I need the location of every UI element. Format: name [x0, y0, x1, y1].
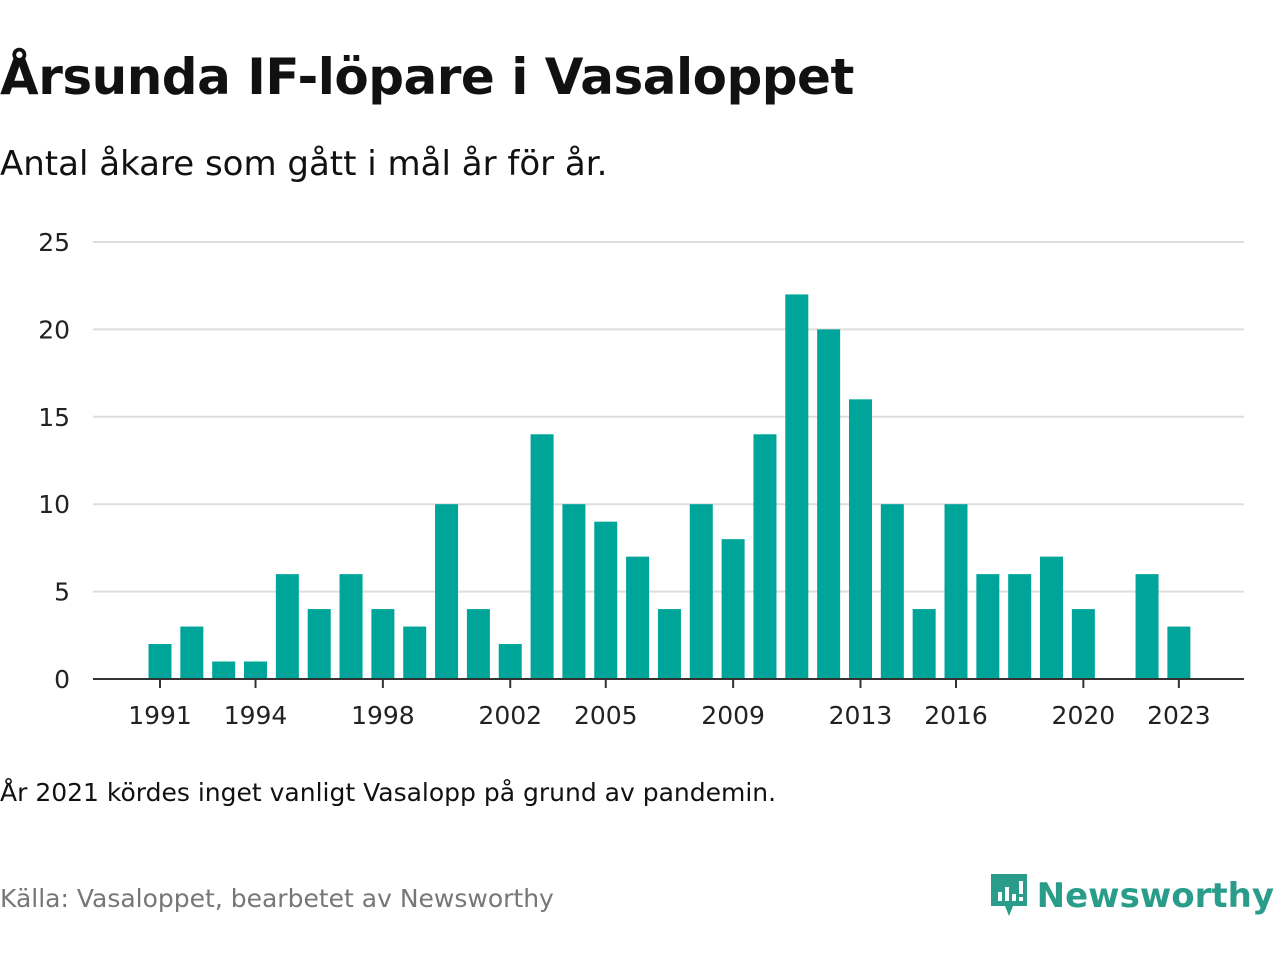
x-tick-label: 2013 — [829, 701, 893, 730]
bar-2020 — [1071, 609, 1095, 679]
bar-2007 — [657, 609, 681, 679]
bars — [148, 294, 1191, 679]
y-tick-label: 10 — [38, 490, 70, 519]
chart-note: År 2021 kördes inget vanligt Vasalopp på… — [0, 778, 777, 807]
y-tick-label: 5 — [54, 578, 70, 607]
bar-1992 — [180, 626, 204, 679]
newsworthy-logo-icon — [990, 874, 1027, 916]
x-tick-label: 2020 — [1052, 701, 1116, 730]
bar-chart: 0 5 10 15 20 25 1991 1994 1998 2002 2005 2009 2013 2… — [38, 228, 1244, 730]
bar-2013 — [848, 399, 872, 679]
bar-2012 — [817, 329, 841, 679]
bar-2017 — [976, 574, 1000, 679]
bar-2022 — [1135, 574, 1159, 679]
source-text: Källa: Vasaloppet, bearbetet av Newswort… — [0, 884, 554, 913]
bar-2010 — [753, 434, 777, 679]
x-tick-label: 2023 — [1147, 701, 1211, 730]
bar-2001 — [466, 609, 490, 679]
bar-2009 — [721, 539, 745, 679]
bar-2016 — [944, 504, 968, 679]
bar-2000 — [435, 504, 459, 679]
bar-2005 — [594, 521, 618, 679]
bar-2003 — [530, 434, 554, 679]
brand-name: Newsworthy — [1036, 876, 1274, 916]
bar-2019 — [1040, 556, 1064, 679]
bar-2018 — [1008, 574, 1032, 679]
x-tick-label: 2002 — [478, 701, 542, 730]
bar-1995 — [275, 574, 299, 679]
bar-2008 — [689, 504, 713, 679]
y-tick-label: 15 — [38, 403, 70, 432]
bar-1997 — [339, 574, 363, 679]
bar-2002 — [498, 644, 522, 679]
bar-2011 — [785, 294, 809, 679]
chart-title: Årsunda IF-löpare i Vasaloppet — [0, 48, 854, 106]
x-tick-label: 2009 — [701, 701, 765, 730]
bar-2004 — [562, 504, 586, 679]
gridlines — [93, 241, 1244, 593]
chart-subtitle: Antal åkare som gått i mål år för år. — [0, 144, 608, 184]
y-tick-label: 20 — [38, 315, 70, 344]
newsworthy-logo: Newsworthy — [989, 872, 1274, 920]
y-tick-label: 25 — [38, 228, 70, 257]
x-tick-label: 1998 — [351, 701, 415, 730]
bar-1993 — [212, 661, 236, 679]
bar-2015 — [912, 609, 936, 679]
y-axis-labels: 0 5 10 15 20 25 — [38, 228, 70, 694]
bar-2014 — [880, 504, 904, 679]
x-axis: 1991 1994 1998 2002 2005 2009 2013 2016 2020 2023 — [93, 678, 1244, 730]
bar-1996 — [307, 609, 331, 679]
bar-1999 — [403, 626, 427, 679]
y-tick-label: 0 — [54, 665, 70, 694]
x-tick-label: 2016 — [924, 701, 988, 730]
bar-1994 — [244, 661, 268, 679]
x-tick-label: 1994 — [224, 701, 288, 730]
bar-2006 — [626, 556, 650, 679]
x-tick-label: 2005 — [574, 701, 638, 730]
bar-2023 — [1167, 626, 1191, 679]
bar-1991 — [148, 644, 172, 679]
x-tick-label: 1991 — [128, 701, 192, 730]
bar-1998 — [371, 609, 395, 679]
